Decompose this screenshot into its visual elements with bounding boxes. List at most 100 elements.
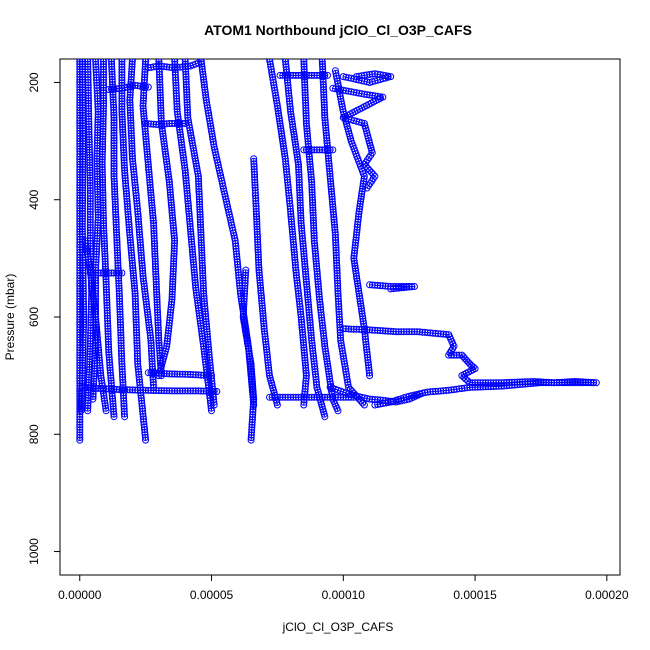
data-point — [85, 128, 93, 136]
data-point — [513, 381, 521, 389]
data-point — [180, 159, 188, 167]
data-point — [242, 269, 250, 277]
data-point — [282, 59, 290, 66]
data-point — [392, 284, 400, 292]
data-point — [240, 316, 248, 324]
data-point — [288, 223, 296, 231]
data-point — [168, 387, 176, 395]
data-point — [335, 305, 343, 313]
data-point — [174, 110, 182, 118]
data-point — [117, 344, 125, 352]
data-point — [241, 287, 249, 295]
data-point — [151, 257, 159, 265]
data-point — [98, 155, 106, 163]
data-point — [116, 318, 124, 326]
data-point — [105, 348, 113, 356]
data-point — [195, 177, 203, 185]
data-point — [131, 292, 139, 300]
data-point — [287, 208, 295, 215]
data-point — [193, 165, 201, 173]
data-point — [141, 287, 149, 295]
data-point — [256, 274, 264, 282]
data-point — [317, 311, 325, 319]
data-point — [170, 227, 178, 235]
data-point — [291, 256, 299, 264]
data-point — [128, 254, 136, 262]
data-point — [160, 137, 168, 145]
data-point — [179, 387, 186, 395]
data-point — [195, 188, 203, 196]
data-point — [305, 71, 313, 79]
data-point — [542, 379, 550, 387]
data-point — [99, 209, 107, 217]
data-point — [90, 370, 98, 378]
data-point — [288, 218, 295, 226]
data-point — [99, 138, 107, 146]
data-point — [309, 350, 317, 357]
data-point — [310, 227, 318, 235]
data-point — [127, 116, 135, 124]
data-point — [98, 158, 106, 166]
data-point — [79, 171, 87, 179]
data-point — [582, 379, 590, 387]
data-point — [133, 329, 141, 337]
data-point — [302, 380, 310, 388]
data-point — [220, 187, 228, 195]
data-point — [115, 269, 123, 277]
data-point — [301, 265, 309, 273]
data-point — [110, 269, 118, 277]
data-point — [194, 299, 202, 307]
data-point — [102, 283, 110, 291]
x-tick-label: 0.00015 — [453, 588, 497, 602]
data-point — [130, 282, 138, 290]
data-point — [139, 105, 147, 112]
data-point — [450, 386, 458, 394]
data-point — [329, 208, 337, 216]
data-point — [299, 339, 307, 346]
data-point — [356, 292, 363, 300]
data-point — [307, 326, 315, 334]
data-point — [99, 140, 107, 148]
data-point — [264, 356, 272, 364]
data-point — [141, 76, 148, 84]
data-point — [118, 103, 126, 110]
data-point — [173, 100, 181, 108]
data-point — [133, 350, 141, 357]
data-point — [92, 63, 100, 71]
data-point — [111, 200, 119, 208]
data-point — [132, 186, 140, 194]
data-point — [455, 351, 463, 359]
data-point — [140, 79, 148, 86]
data-point — [126, 96, 134, 104]
data-point — [201, 300, 208, 308]
data-point — [140, 89, 148, 97]
data-point — [249, 403, 257, 411]
data-point — [447, 386, 455, 394]
data-point — [90, 372, 98, 380]
data-point — [268, 68, 276, 76]
data-point — [111, 190, 119, 198]
data-point — [302, 101, 310, 109]
data-point — [295, 297, 303, 305]
data-point — [213, 153, 220, 161]
data-point — [85, 125, 93, 133]
data-point — [142, 293, 149, 301]
data-point — [363, 78, 371, 86]
data-point — [289, 125, 297, 133]
data-point — [86, 355, 94, 363]
data-point — [365, 369, 373, 377]
data-point — [314, 273, 321, 280]
data-point — [336, 316, 343, 324]
data-point — [99, 125, 107, 133]
data-point — [98, 150, 106, 158]
data-point — [319, 327, 327, 335]
data-point — [113, 85, 121, 93]
data-point — [156, 71, 163, 78]
data-point — [147, 339, 155, 347]
data-point — [300, 59, 308, 63]
data-point — [199, 264, 206, 272]
plot-area — [76, 59, 600, 444]
data-point — [241, 284, 249, 292]
data-point — [302, 275, 310, 283]
data-point — [253, 228, 261, 236]
